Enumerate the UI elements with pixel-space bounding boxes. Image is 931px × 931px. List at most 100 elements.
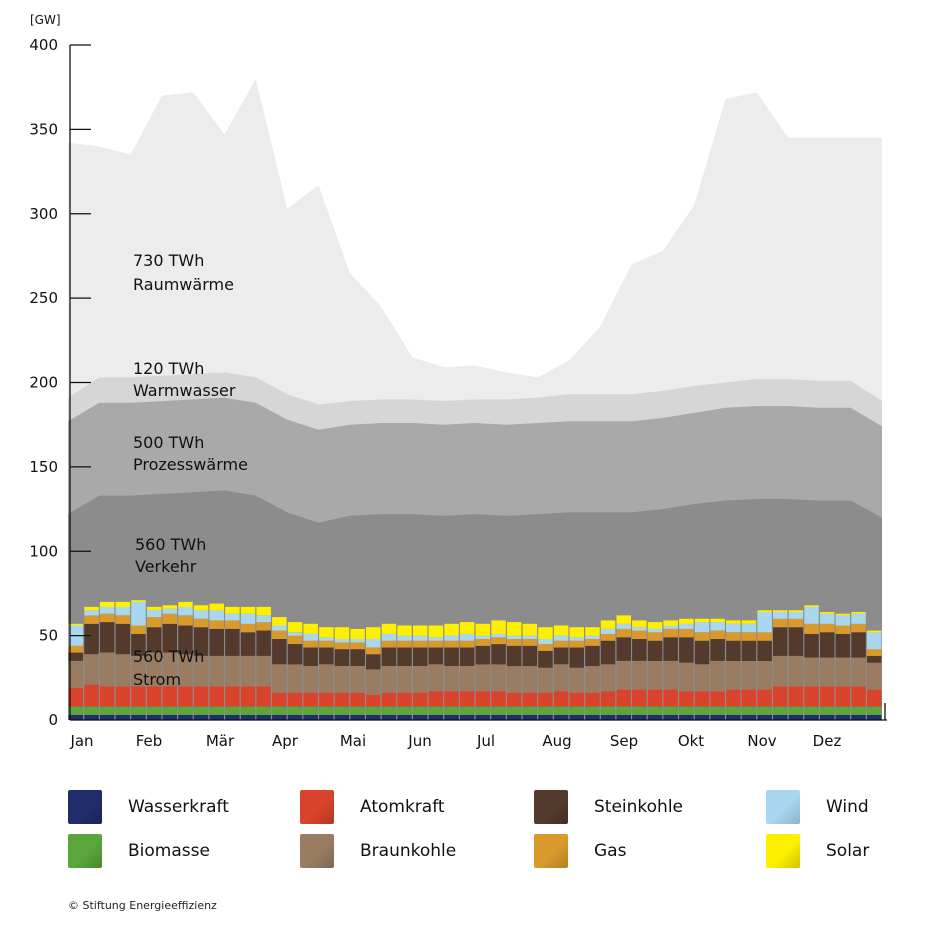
bar-biomasse-w49 [820,706,835,715]
bar-steinkohle-w25 [444,647,459,666]
legend-swatch-atomkraft [300,790,334,824]
x-tick-label-3: Mär [206,732,235,750]
bar-braunkohle-w44 [741,660,757,690]
bar-wasserkraft-w23 [413,714,428,720]
bar-wasserkraft-w8 [178,714,193,720]
bar-steinkohle-w22 [397,647,412,666]
bar-gas-w36 [616,628,631,638]
bar-biomasse-w1 [68,706,84,715]
bar-atomkraft-w46 [773,686,788,707]
bar-atomkraft-w20 [366,694,381,707]
legend-item-wind: Wind [766,790,869,824]
bar-biomasse-w32 [553,706,569,715]
bar-braunkohle-w38 [647,660,663,690]
bar-braunkohle-w25 [444,666,459,692]
bar-wind-w5 [131,601,146,626]
bar-gas-w27 [475,639,491,646]
bar-wind-w45 [757,612,772,633]
bar-atomkraft-w31 [538,693,553,707]
bar-solar-w50 [835,613,851,616]
bar-gas-w41 [694,632,710,641]
bar-biomasse-w43 [726,706,741,715]
bar-solar-w22 [397,625,412,636]
bar-gas-w46 [773,618,788,628]
bar-solar-w42 [710,618,725,623]
bar-steinkohle-w50 [835,633,851,658]
bar-wasserkraft-w3 [99,714,115,720]
bar-atomkraft-w2 [84,684,99,707]
bar-solar-w49 [820,612,835,614]
y-tick-label-50: 50 [39,627,58,645]
bar-braunkohle-w49 [820,657,835,687]
bar-atomkraft-w8 [178,686,193,707]
bar-atomkraft-w47 [788,686,804,707]
bar-wasserkraft-w14 [272,714,287,720]
bar-braunkohle-w43 [726,660,741,690]
bar-solar-w17 [319,627,334,638]
bar-biomasse-w38 [647,706,663,715]
legend-item-atomkraft: Atomkraft [300,790,445,824]
bar-solar-w51 [851,612,866,614]
bar-solar-w27 [475,623,491,636]
bar-gas-w6 [146,617,162,628]
bar-solar-w24 [428,625,444,638]
bar-steinkohle-w32 [553,647,569,665]
bar-biomasse-w42 [710,706,725,715]
x-tick-label-7: Jul [476,732,495,750]
bar-braunkohle-w37 [632,660,647,690]
bar-biomasse-w2 [84,706,99,715]
legend-swatch-wind [766,790,800,824]
bar-biomasse-w36 [616,706,631,715]
bar-braunkohle-w20 [366,669,381,695]
bar-steinkohle-w5 [131,633,146,656]
bar-solar-w44 [741,620,757,624]
y-tick-label-100: 100 [29,542,58,560]
area-label-value-prozesswärme: 500 TWh [133,433,204,452]
bar-braunkohle-w26 [459,666,475,692]
bar-atomkraft-w29 [506,693,522,707]
bar-gas-w13 [256,622,271,631]
bar-gas-w10 [209,620,224,629]
bar-biomasse-w17 [319,706,334,715]
bar-braunkohle-w22 [397,666,412,693]
area-label-name-strom: Strom [133,670,181,689]
bar-solar-w23 [413,625,428,636]
bar-atomkraft-w3 [99,686,115,707]
bar-wind-w32 [553,635,569,641]
legend-label-biomasse: Biomasse [128,841,210,861]
area-label-name-warmwasser: Warmwasser [133,381,236,400]
bar-gas-w21 [381,640,397,648]
bar-steinkohle-w4 [115,623,131,655]
bar-wind-w39 [663,625,678,629]
bar-gas-w22 [397,640,412,648]
bar-braunkohle-w7 [162,652,177,687]
bar-wasserkraft-w47 [788,714,804,720]
bar-wind-w23 [413,635,428,641]
bar-wind-w31 [538,639,553,645]
bar-steinkohle-w46 [773,627,788,656]
bar-wind-w28 [491,633,506,638]
bar-wind-w38 [647,628,663,633]
bar-gas-w1 [68,645,84,653]
bar-solar-w33 [569,627,584,638]
bar-solar-w10 [209,603,224,611]
bar-braunkohle-w9 [193,655,209,687]
bar-solar-w15 [287,622,303,633]
y-axis-unit: [GW] [30,13,61,27]
bar-solar-w20 [366,627,381,639]
bar-solar-w11 [225,606,240,614]
bar-wasserkraft-w32 [553,714,569,720]
bar-wasserkraft-w21 [381,714,397,720]
bar-biomasse-w23 [413,706,428,715]
bar-steinkohle-w2 [84,623,99,655]
bar-wind-w35 [600,628,616,634]
bar-wasserkraft-w7 [162,714,177,720]
y-tick-label-300: 300 [29,205,58,223]
bar-steinkohle-w19 [350,649,365,666]
bar-solar-w35 [600,620,616,629]
bar-wind-w11 [225,613,240,621]
bar-braunkohle-w40 [679,662,694,692]
legend-swatch-wasserkraft [68,790,102,824]
bar-solar-w12 [240,606,256,614]
bar-atomkraft-w36 [616,689,631,707]
